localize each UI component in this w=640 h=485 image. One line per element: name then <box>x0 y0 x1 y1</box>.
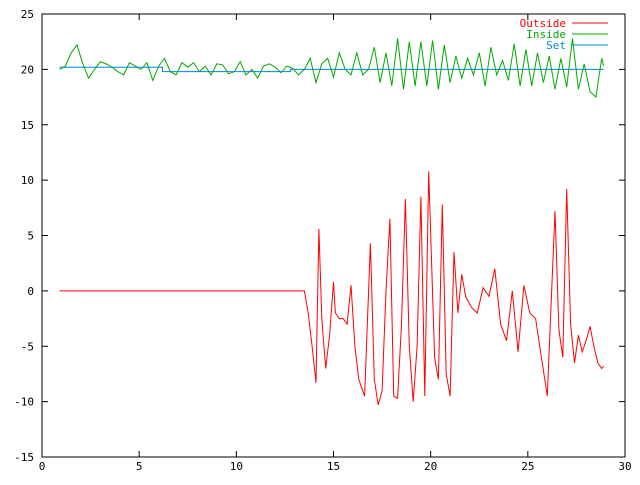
y-tick-label: 15 <box>21 119 34 132</box>
x-tick-label: 30 <box>618 460 631 473</box>
y-tick-label: 20 <box>21 63 34 76</box>
x-tick-label: 20 <box>424 460 437 473</box>
plot-frame <box>41 13 626 458</box>
x-tick-label: 0 <box>39 460 46 473</box>
series-lines <box>59 38 605 406</box>
y-tick-label: 5 <box>27 230 34 243</box>
x-tick-label: 10 <box>230 460 243 473</box>
y-tick-label: 0 <box>27 285 34 298</box>
legend-label-outside: Outside <box>520 17 566 30</box>
y-tick-label: 25 <box>21 8 34 21</box>
y-tick-label: -15 <box>14 451 34 464</box>
legend-label-inside: Inside <box>526 28 566 41</box>
series-line-set <box>59 66 604 73</box>
series-line-outside <box>59 171 604 406</box>
y-tick-label: -10 <box>14 396 34 409</box>
x-tick-label: 5 <box>136 460 143 473</box>
series-line-inside <box>59 38 605 99</box>
x-tick-label: 15 <box>327 460 340 473</box>
y-tick-label: -5 <box>21 340 34 353</box>
y-tick-label: 10 <box>21 174 34 187</box>
axis-ticks: 0 5 10 15 20 25 30 -15 -10 -5 0 5 10 15 20 25 <box>14 8 632 473</box>
x-tick-label: 25 <box>521 460 534 473</box>
legend-label-set: Set <box>546 39 566 52</box>
